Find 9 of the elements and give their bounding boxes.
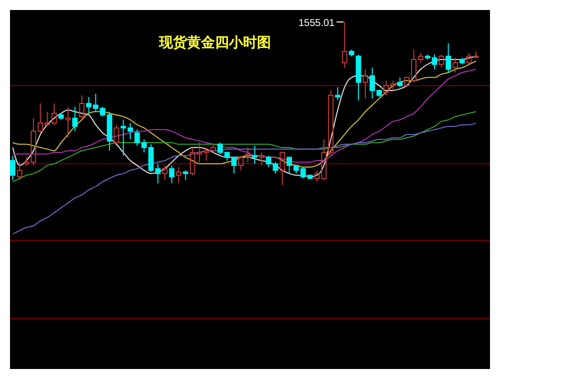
candlestick [252,145,258,164]
candlestick [176,166,182,184]
annotation: 1555.01 [298,18,336,29]
candlestick [452,57,458,74]
candlestick [362,68,368,100]
candlestick [10,155,16,181]
text: 现货黄金四小时图 [158,35,271,51]
candlestick [65,106,71,138]
candlestick [79,94,85,120]
